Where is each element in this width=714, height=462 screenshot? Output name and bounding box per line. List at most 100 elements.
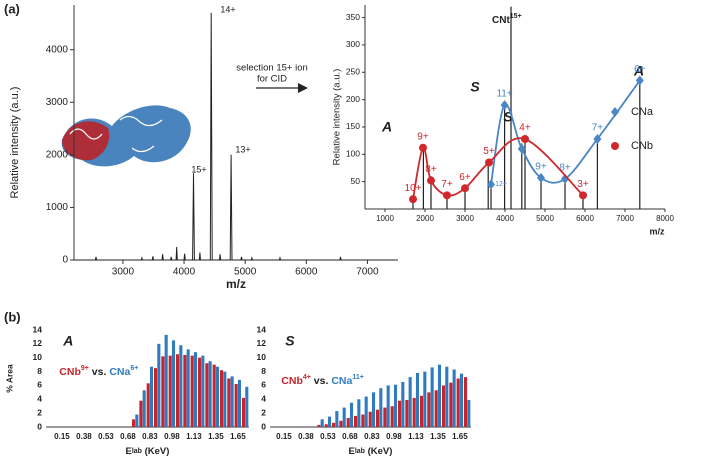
- bar: [219, 370, 224, 427]
- x-tick-label: 7000: [356, 267, 379, 278]
- point: [521, 134, 529, 143]
- point: [485, 158, 493, 167]
- arrow-label: for CID: [257, 74, 287, 85]
- x-tick-label: 1.13: [408, 432, 424, 441]
- legend-text: CNb4+ vs. CNa11+: [281, 374, 364, 387]
- bar: [427, 392, 431, 427]
- bar: [161, 356, 165, 427]
- bar: [335, 411, 339, 427]
- y-tick-label: 200: [346, 94, 360, 104]
- bar: [223, 371, 227, 427]
- bar: [405, 399, 409, 427]
- bar: [452, 369, 456, 427]
- y-tick-label: 8: [261, 366, 266, 376]
- charge-label: 9+: [535, 161, 547, 172]
- x-tick-label: 0.68: [120, 432, 136, 441]
- bar: [146, 383, 150, 427]
- y-tick-label: 250: [346, 67, 360, 77]
- bar: [157, 343, 161, 427]
- bar: [430, 367, 434, 427]
- x-tick-label: 1.65: [452, 432, 468, 441]
- bar: [317, 424, 321, 427]
- peak-label: 14+: [220, 4, 235, 14]
- x-axis-label: Elab (KeV): [348, 446, 392, 457]
- y-tick-label: 2000: [46, 149, 69, 160]
- x-tick-label: 0.53: [98, 432, 114, 441]
- bar: [215, 366, 220, 427]
- charge-label: 8+: [559, 163, 571, 174]
- bar: [354, 415, 358, 427]
- y-tick-label: 8: [37, 366, 42, 376]
- bar: [245, 386, 249, 427]
- bar: [434, 390, 438, 427]
- bar: [183, 354, 187, 427]
- point: [461, 184, 469, 193]
- protein-structure: [61, 105, 191, 167]
- x-tick-label: 0.15: [276, 432, 292, 441]
- legend-label: CNb: [631, 140, 653, 152]
- bar: [339, 420, 343, 427]
- annotation: A: [633, 63, 644, 79]
- bar: [327, 416, 332, 427]
- charge-label: 8+: [425, 164, 437, 175]
- x-tick-label: 2000: [416, 214, 434, 223]
- x-tick-label: 1.35: [208, 432, 224, 441]
- bar: [153, 368, 158, 427]
- x-axis-label-main: E: [348, 446, 354, 457]
- arrow-label: selection 15+ ion: [236, 63, 308, 74]
- bar: [241, 397, 246, 427]
- x-tick-label: 1.13: [186, 432, 202, 441]
- annotation: S: [470, 79, 480, 95]
- bar: [342, 407, 346, 427]
- bar: [139, 400, 143, 427]
- bar: [212, 364, 216, 427]
- bar: [441, 385, 446, 427]
- x-tick-label: 5000: [536, 214, 554, 223]
- bar: [135, 414, 139, 427]
- bar: [423, 371, 427, 427]
- x-axis-label-unit: (KeV): [365, 446, 392, 457]
- x-tick-label: 0.53: [320, 432, 336, 441]
- bar: [234, 384, 238, 427]
- precursor-label: CNt15+: [492, 13, 522, 26]
- x-tick-label: 8000: [656, 214, 674, 223]
- x-axis-label: m/z: [649, 226, 665, 236]
- bar: [201, 355, 205, 427]
- bar: [149, 366, 154, 427]
- legend-marker: [611, 107, 619, 117]
- charge-label: 7+: [441, 179, 453, 190]
- charge-label: 4+: [519, 123, 531, 134]
- bar: [190, 355, 194, 427]
- y-tick-label: 150: [346, 121, 360, 131]
- legend-charge: 4+: [303, 374, 311, 381]
- x-tick-label: 0.68: [342, 432, 358, 441]
- y-tick-label: 1000: [46, 202, 69, 213]
- y-tick-label: 14: [33, 324, 43, 334]
- bar: [408, 377, 412, 427]
- charge-label: 10+: [405, 183, 422, 194]
- x-tick-label: 6000: [576, 214, 594, 223]
- bar: [415, 372, 420, 427]
- legend-part: CNa: [109, 366, 130, 378]
- bar: [320, 419, 324, 427]
- legend-marker: [611, 142, 619, 150]
- y-tick-label: 3000: [46, 97, 69, 108]
- bar: [379, 388, 383, 427]
- x-axis-label: Elab (KeV): [125, 446, 169, 457]
- x-axis-label-main: E: [125, 446, 131, 457]
- y-tick-label: 10: [33, 352, 43, 362]
- bar: [463, 377, 468, 427]
- panel-label: (a): [4, 1, 20, 16]
- bar: [346, 417, 350, 427]
- charge-label: 12+: [495, 181, 507, 188]
- chart-title: S: [285, 333, 295, 349]
- bar: [227, 378, 231, 427]
- bar: [390, 406, 394, 427]
- point: [419, 143, 427, 152]
- y-axis-label: % Area: [4, 364, 14, 393]
- x-tick-label: 0.98: [386, 432, 402, 441]
- y-tick-label: 0: [37, 421, 42, 431]
- bar: [175, 354, 180, 427]
- y-tick-label: 4000: [46, 44, 69, 55]
